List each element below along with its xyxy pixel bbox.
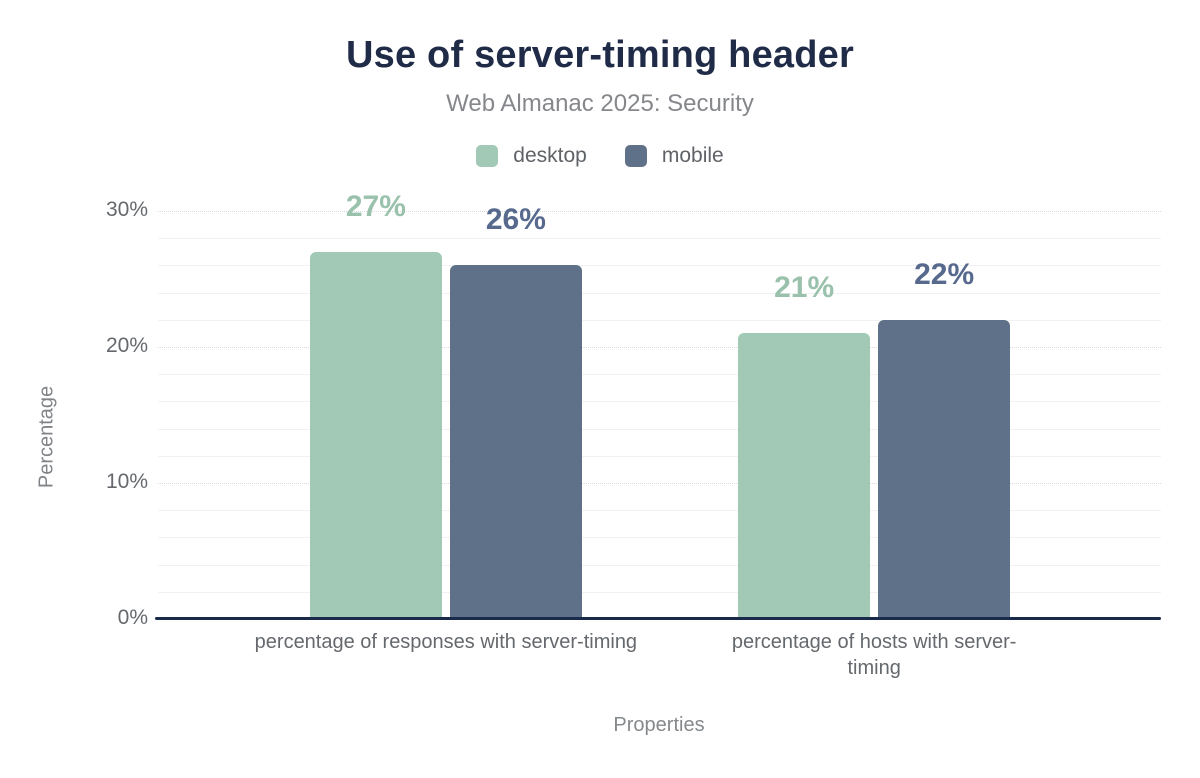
gridline-minor [158, 591, 1161, 593]
legend-label-desktop: desktop [513, 144, 587, 167]
gridline-minor [158, 510, 1161, 512]
gridline-major [158, 483, 1161, 484]
gridline-minor [158, 238, 1161, 240]
bar-value-label-desktop-2: 21% [774, 271, 835, 305]
y-tick-label: 30% [105, 198, 148, 221]
gridline-minor [158, 374, 1161, 376]
gridline-minor [158, 428, 1161, 430]
bar-mobile-1[interactable] [449, 265, 582, 619]
bar-desktop-1[interactable] [309, 251, 442, 619]
gridline-minor [158, 265, 1161, 267]
chart-subtitle: Web Almanac 2025: Security [446, 90, 754, 117]
gridline-major [158, 211, 1161, 212]
y-tick-label: 20% [105, 334, 148, 357]
bar-mobile-2[interactable] [878, 319, 1011, 619]
gridline-minor [158, 455, 1161, 457]
gridline-minor [158, 319, 1161, 321]
legend-label-mobile: mobile [661, 144, 724, 167]
x-category-label: percentage of hosts with server-timing [731, 631, 1017, 679]
legend-item-mobile[interactable]: mobile [624, 144, 724, 168]
x-axis-title: Properties [613, 714, 705, 736]
gridline-minor [158, 401, 1161, 403]
x-category-label: percentage of responses with server-timi… [254, 631, 638, 653]
gridline-major [158, 347, 1161, 348]
legend: desktop mobile [0, 144, 1200, 168]
legend-item-desktop[interactable]: desktop [476, 144, 587, 168]
gridline-minor [158, 537, 1161, 539]
bar-value-label-mobile-1: 26% [485, 203, 546, 237]
gridline-minor [158, 564, 1161, 566]
y-tick-label: 10% [105, 470, 148, 493]
bar-value-label-mobile-2: 22% [914, 257, 975, 291]
y-tick-label: 0% [117, 606, 148, 629]
gridline-minor [158, 292, 1161, 294]
mobile-legend-swatch-icon [624, 145, 647, 167]
bar-value-label-desktop-1: 27% [345, 189, 406, 223]
chart-title: Use of server-timing header [345, 34, 854, 76]
bar-desktop-2[interactable] [738, 333, 871, 619]
plot-area: 27% 26% 21% 22% [158, 190, 1161, 619]
desktop-legend-swatch-icon [476, 145, 499, 167]
x-axis-line [155, 617, 1161, 620]
